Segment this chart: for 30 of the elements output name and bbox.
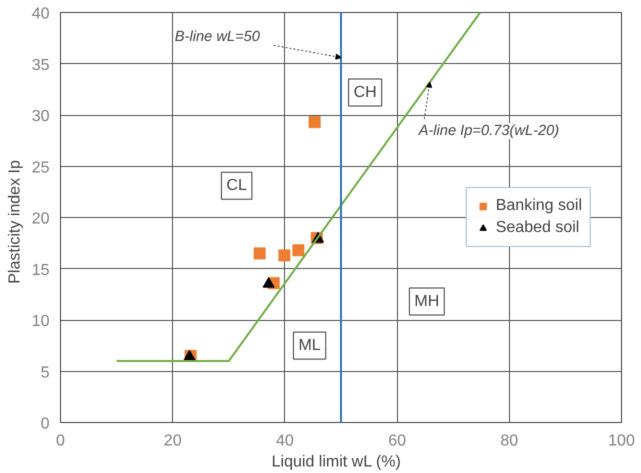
y-tick-label: 40 (32, 6, 50, 22)
y-tick-label: 35 (32, 56, 50, 74)
x-tick-label: 40 (276, 432, 294, 450)
y-tick-label: 0 (40, 416, 50, 432)
y-tick-label: 5 (40, 364, 50, 382)
y-tick-label: 30 (32, 108, 50, 125)
annotation: ML (298, 337, 321, 354)
x-tick-label: 0 (56, 432, 66, 450)
point (262, 277, 275, 288)
point (292, 244, 304, 256)
y-tick-label: 20 (32, 210, 50, 228)
y-tick-label: 10 (32, 313, 50, 330)
x-tick-label: 100 (608, 432, 635, 450)
ref-line-label: B-line wL=50 (174, 29, 261, 46)
annotation: CH (354, 84, 377, 101)
legend-label: Banking soil (496, 197, 582, 215)
x-tick-label: 80 (500, 432, 518, 450)
series-label: A-line Ip=0.73(wL-20) (418, 123, 560, 140)
y-axis-title: Plasticity index Ip (6, 160, 24, 284)
annotation: MH (414, 293, 440, 310)
y-tick-label: 15 (32, 262, 50, 279)
annotation: CL (226, 177, 247, 194)
point (254, 247, 266, 260)
x-axis-title: Liquid limit wL (%) (272, 454, 401, 470)
legend-label: Seabed soil (496, 219, 580, 237)
y-tick-label: 25 (32, 159, 50, 176)
x-tick-label: 20 (164, 432, 182, 450)
point (308, 116, 321, 128)
point (278, 249, 290, 262)
x-tick-label: 60 (388, 432, 406, 450)
